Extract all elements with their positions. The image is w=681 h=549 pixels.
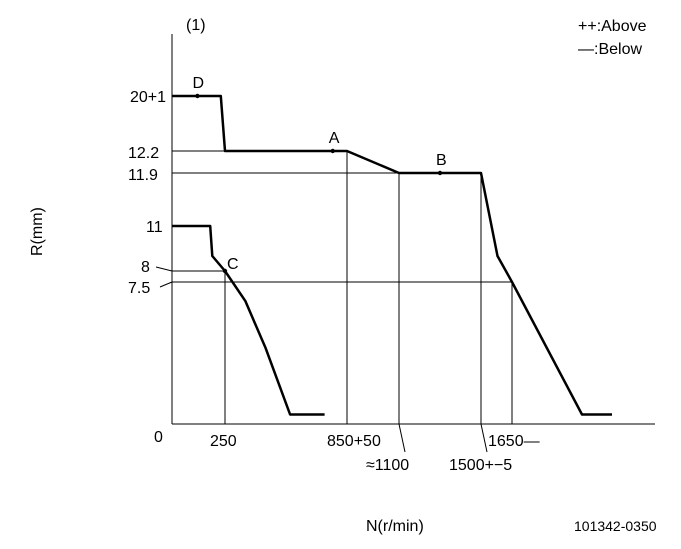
point-marker-D [195,93,200,99]
x-tick-label-850: 850+50 [327,433,381,450]
leader-1500 [480,423,488,453]
point-markers: D A B C [192,75,447,274]
leader-8 [155,266,173,272]
point-label-A: A [329,130,340,147]
panel-label: (1) [186,17,206,34]
x-tick-label-1500: 1500+−5 [449,457,512,474]
y-tick-label-11-9: 11.9 [128,167,158,184]
x-axis-label: N(r/min) [366,518,424,535]
point-label-C: C [227,256,239,273]
leader-7-5 [159,281,173,288]
y-tick-label-8: 8 [141,259,150,276]
y-tick-label-20: 20+1 [130,89,166,106]
series-line-lower [172,224,325,416]
point-marker-B [437,170,443,176]
axes [171,34,655,425]
point-label-B: B [436,152,447,169]
leader-1100 [398,423,406,453]
y-tick-label-11: 11 [146,219,163,236]
x-tick-label-250: 250 [210,433,237,450]
guide-lines [155,150,513,453]
y-axis-label: R(mm) [29,207,46,256]
tick-labels: 20+1 12.2 11.9 11 8 7.5 250 850+50 ≈1100 1500+−5 1… [128,89,540,474]
legend-above: ++:Above [578,18,647,35]
point-marker-C [222,268,228,274]
legend-below: —:Below [578,41,642,58]
y-tick-label-7-5: 7.5 [128,280,150,297]
x-tick-label-1650: 1650— [488,433,540,450]
drawing-id: 101342-0350 [574,518,657,534]
origin-label: 0 [154,429,163,446]
x-tick-label-1100: ≈1100 [366,457,409,474]
y-tick-label-12-2: 12.2 [128,145,159,162]
point-label-D: D [192,75,204,92]
point-marker-A [330,148,335,154]
